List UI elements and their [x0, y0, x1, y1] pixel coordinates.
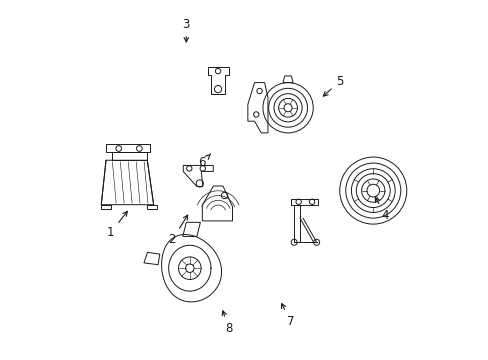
Text: 4: 4 [374, 198, 388, 222]
Text: 8: 8 [222, 311, 232, 335]
Text: 1: 1 [106, 211, 127, 239]
Text: 3: 3 [182, 18, 189, 42]
Text: 2: 2 [168, 215, 187, 247]
Text: 5: 5 [323, 75, 343, 96]
Text: 7: 7 [281, 303, 293, 328]
Text: 6: 6 [198, 154, 210, 169]
